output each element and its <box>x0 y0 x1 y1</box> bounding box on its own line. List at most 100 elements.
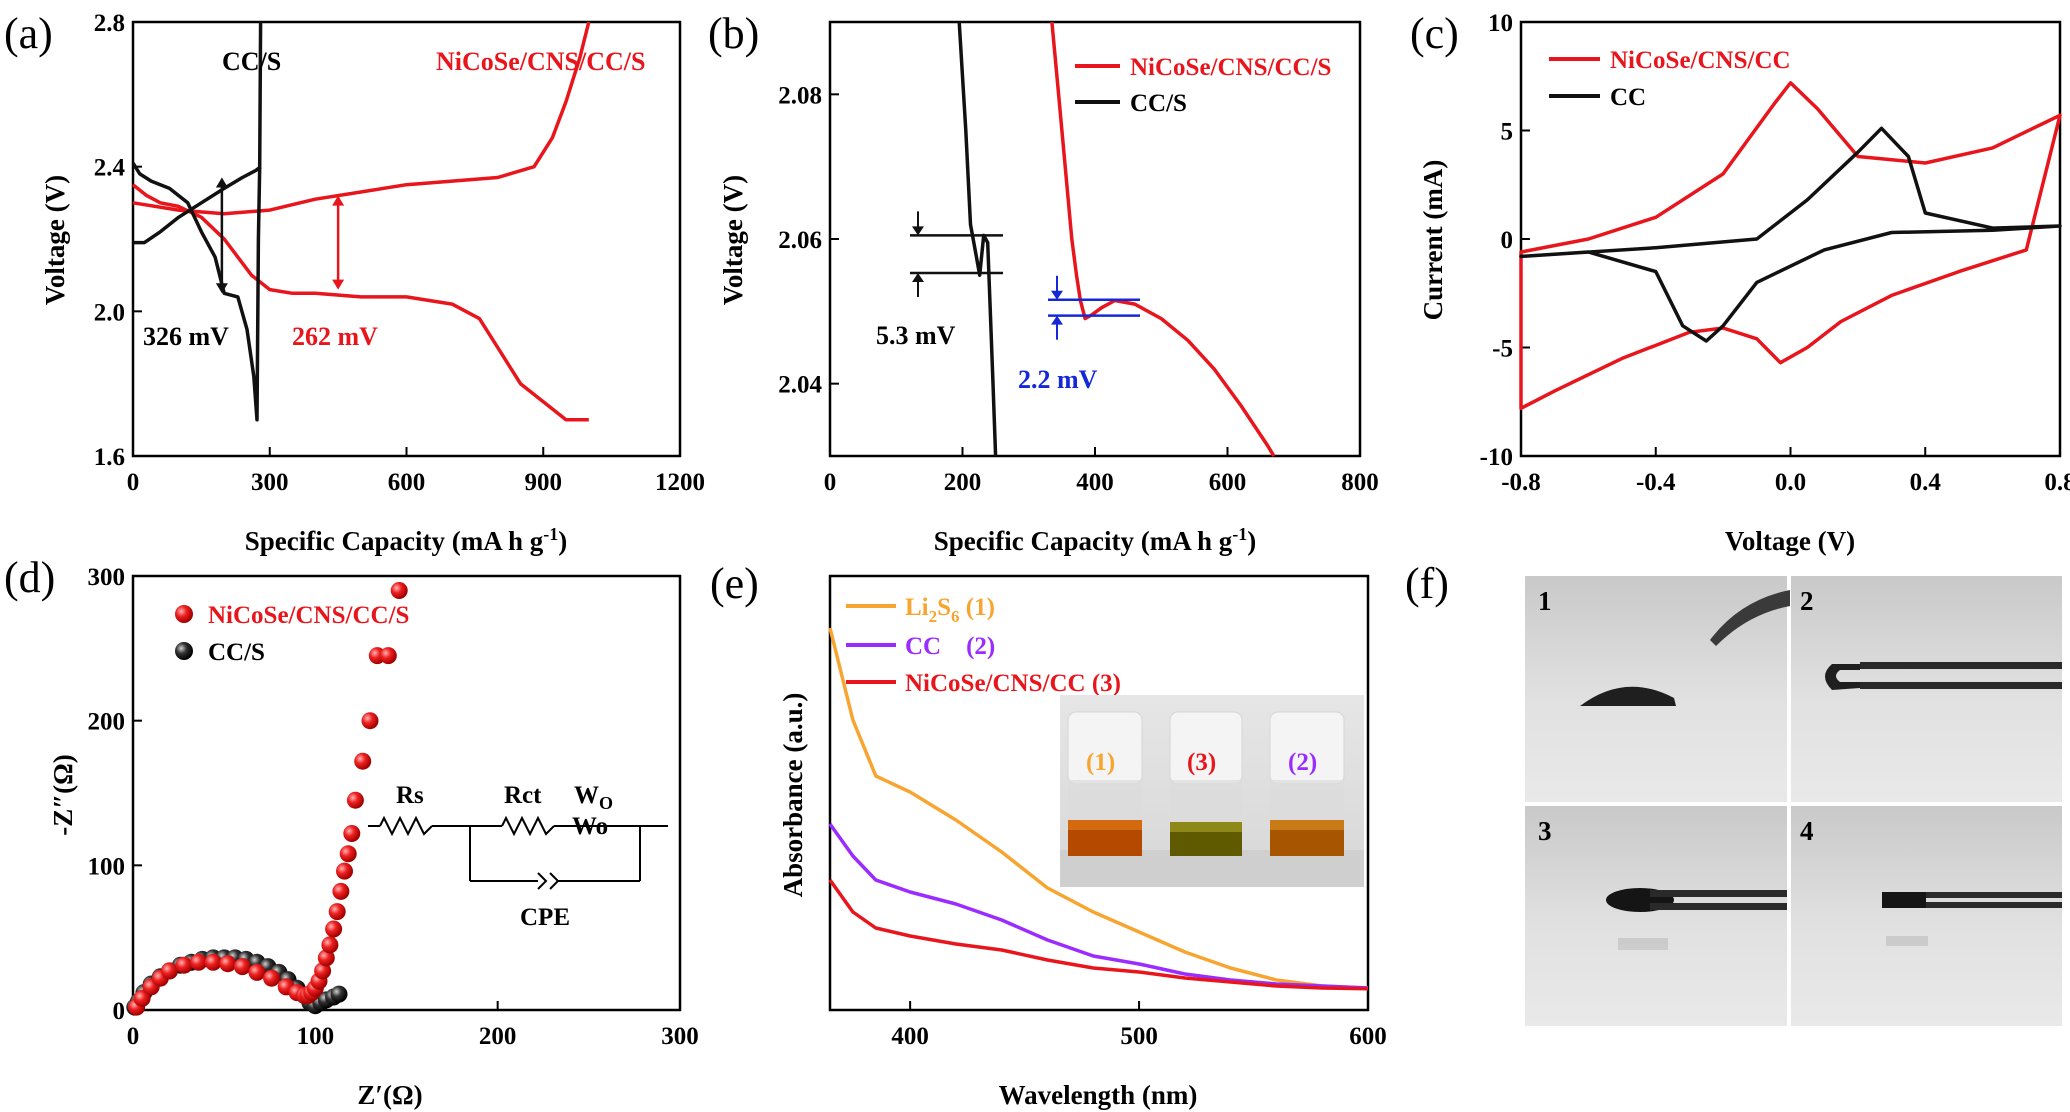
vial-2-label: (2) <box>1288 749 1317 776</box>
cpe-element <box>537 872 548 890</box>
panel-d-xtick-label: 0 <box>127 1023 140 1050</box>
panel-c-legend-red: NiCoSe/CNS/CC <box>1610 47 1791 74</box>
point-nicose <box>332 882 350 900</box>
panel-e-chart: 400 500 600 Li2S6 (1) CC (2) NiCoSe/CNS/CC… <box>778 574 1387 1110</box>
vial-1-label: (1) <box>1086 749 1115 776</box>
panel-b-arrow-blue-up-head <box>1051 315 1063 325</box>
point-nicose <box>190 953 208 971</box>
panel-a-chart: 0 300 600 900 1200 1.6 2.0 2.4 2.8 CC/S NiCoSe/C… <box>40 10 705 556</box>
panel-b-ann-22: 2.2 mV <box>1018 365 1098 394</box>
panel-b-arrow-blue-down-head <box>1051 290 1063 300</box>
point-nicose <box>328 903 346 921</box>
point-nicose <box>248 963 266 981</box>
panel-b-xtick-label: 800 <box>1341 469 1379 496</box>
panel-a-xtick-label: 900 <box>525 469 563 496</box>
point-nicose <box>263 969 281 987</box>
panel-c-xtick-label: 0.0 <box>1775 469 1806 496</box>
panel-e-letter: (e) <box>710 559 759 608</box>
circuit-rs-label: Rs <box>396 782 424 809</box>
point-nicose <box>317 949 335 967</box>
panel-b-ytick-label: 2.06 <box>778 227 822 254</box>
point-nicose <box>175 956 193 974</box>
circuit-rct-label: Rct <box>504 782 542 809</box>
panel-e-xtick-label: 400 <box>891 1023 929 1050</box>
point-nicose <box>133 989 151 1007</box>
panel-e-xtick-label: 500 <box>1120 1023 1158 1050</box>
panel-d-chart: 0 100 200 300 0 100 200 300 NiCoSe/CNS/CC/S CC/… <box>48 564 699 1110</box>
panel-a-xtick-label: 0 <box>127 469 140 496</box>
panel-b-ytick-label: 2.08 <box>778 82 822 109</box>
panel-e-ylabel: Absorbance (a.u.) <box>778 693 808 898</box>
series-ccs-charge <box>133 165 262 245</box>
panel-c-legend-black: CC <box>1610 84 1646 111</box>
panel-a-arrow-326-head-bottom <box>215 283 228 294</box>
panel-d-ytick-label: 0 <box>113 998 126 1025</box>
panel-c-xtick-label: -0.8 <box>1501 469 1541 496</box>
panel-b-xtick-label: 0 <box>824 469 837 496</box>
panel-c-ytick-label: 5 <box>1501 119 1514 146</box>
vials-photo: (1) (3) (2) <box>1060 695 1364 887</box>
panel-d-legend-red: NiCoSe/CNS/CC/S <box>208 602 409 629</box>
panel-c-ytick-label: 0 <box>1501 227 1514 254</box>
point-nicose <box>346 791 364 809</box>
panel-a-ytick-label: 2.0 <box>94 299 125 326</box>
series-nicose-discharge <box>131 183 589 422</box>
photo-2: 2 <box>1791 576 2062 802</box>
series-ccs-discharge <box>131 21 263 422</box>
photo-4: 4 <box>1791 806 2062 1026</box>
panel-b-xtick-label: 400 <box>1076 469 1114 496</box>
vial-3: (3) <box>1169 711 1243 856</box>
panel-e-frame <box>828 574 1370 1012</box>
series-abs-li2s6 <box>828 627 1369 990</box>
panel-a-xtick-label: 300 <box>251 469 289 496</box>
circuit-wo-label: Wo <box>572 813 608 840</box>
series-nicose-b <box>1050 21 1276 457</box>
panel-a-xtick-label: 600 <box>388 469 426 496</box>
point-nicose <box>343 825 361 842</box>
series-abs-cc <box>828 822 1369 990</box>
panel-e-legend-nicose: NiCoSe/CNS/CC (3) <box>905 670 1121 697</box>
point-nicose <box>321 936 339 954</box>
panel-b-legend-red: NiCoSe/CNS/CC/S <box>1130 54 1331 81</box>
photo-4-number: 4 <box>1800 816 1814 846</box>
panel-c-legend: NiCoSe/CNS/CC CC <box>1549 47 1791 111</box>
panel-c-chart: -0.8 -0.4 0.0 0.4 0.8 -10 -5 0 5 10 NiCoSe/CNS/CC… <box>1418 10 2070 556</box>
panel-c-letter: (c) <box>1410 9 1459 58</box>
panel-a-ann-326: 326 mV <box>143 322 229 351</box>
panel-a-ann-262: 262 mV <box>292 322 378 351</box>
panel-d-letter: (d) <box>4 553 55 602</box>
panel-a-ylabel: Voltage (V) <box>40 175 70 305</box>
panel-b-legend: NiCoSe/CNS/CC/S CC/S <box>1075 54 1331 117</box>
panel-b-ann-53: 5.3 mV <box>876 321 956 350</box>
panel-e-legend: Li2S6 (1) CC (2) NiCoSe/CNS/CC (3) <box>846 594 1121 697</box>
point-nicose <box>161 962 178 980</box>
photo-1-number: 1 <box>1538 586 1552 616</box>
vial-3-label: (3) <box>1187 749 1216 776</box>
panel-e-xlabel: Wavelength (nm) <box>999 1080 1198 1110</box>
point-nicose <box>336 862 353 880</box>
panel-e-legend-cc: CC (2) <box>905 633 995 660</box>
panel-d-xtick-label: 100 <box>297 1023 335 1050</box>
panel-a-legend-nicose: NiCoSe/CNS/CC/S <box>436 47 645 76</box>
panel-d-legend-black: CC/S <box>208 639 265 666</box>
point-nicose <box>325 920 343 938</box>
series-cv-cc <box>1519 126 2062 343</box>
panel-b-xlabel: Specific Capacity (mA h g-1) <box>934 524 1256 556</box>
panel-b-xtick-label: 600 <box>1209 469 1247 496</box>
panel-d-xtick-label: 200 <box>479 1023 517 1050</box>
panel-d-ylabel: -Z″(Ω) <box>48 754 78 836</box>
panel-a-letter: (a) <box>4 9 53 58</box>
circuit-wo-top-label: WO <box>574 782 613 813</box>
panel-e-legend-li2s6: Li2S6 (1) <box>905 594 995 626</box>
panel-d-legend-red-marker <box>175 605 193 623</box>
panel-c-xlabel: Voltage (V) <box>1725 526 1855 556</box>
point-nicose <box>314 962 332 980</box>
panel-f-photos: 1 2 3 4 <box>1525 576 2062 1026</box>
panel-c-ytick-label: -5 <box>1492 336 1513 363</box>
panel-d-ytick-label: 100 <box>88 853 126 880</box>
series-abs-nicose <box>828 878 1369 991</box>
panel-b-legend-black: CC/S <box>1130 90 1187 117</box>
series-ccs-b <box>957 21 998 457</box>
photo-1: 1 <box>1525 576 1790 802</box>
